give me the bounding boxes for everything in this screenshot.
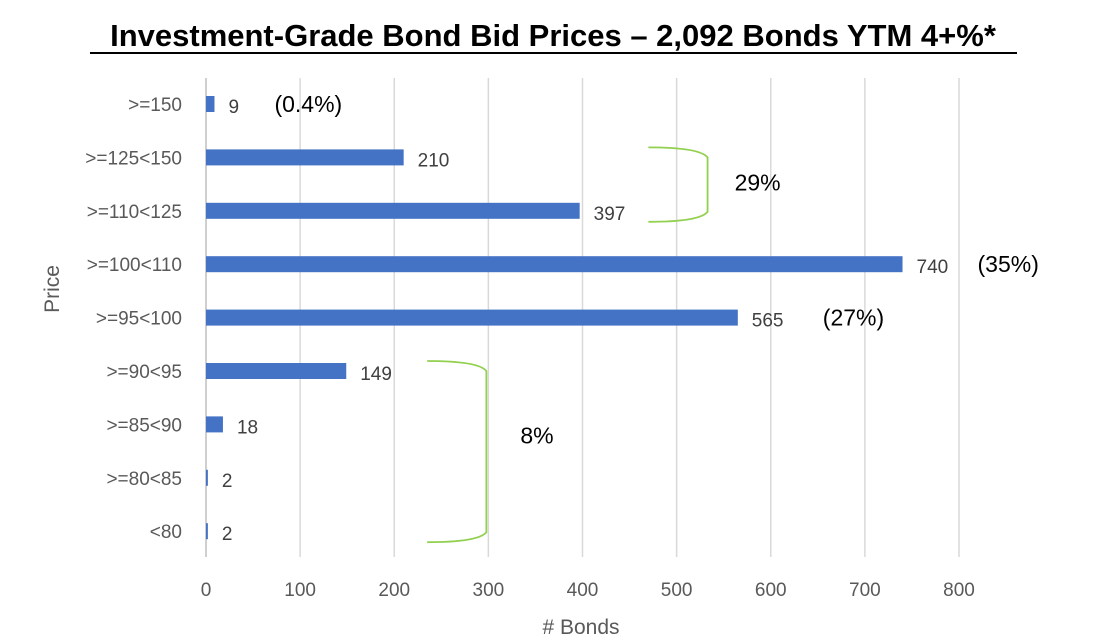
- bar: [206, 469, 208, 486]
- data-label: 740: [917, 257, 949, 278]
- percent-annotation: (0.4%): [274, 91, 342, 117]
- percent-annotation: (27%): [823, 305, 884, 331]
- x-tick-label: 300: [473, 580, 505, 601]
- chart-title: Investment-Grade Bond Bid Prices – 2,092…: [110, 18, 997, 53]
- y-tick-label: >=125<150: [85, 148, 182, 169]
- y-tick-label: >=150: [128, 95, 182, 116]
- y-tick-label: >=85<90: [106, 415, 182, 436]
- bracket-annotation: 8%: [520, 423, 553, 449]
- data-label: 2: [222, 471, 233, 492]
- y-axis-title: Price: [41, 265, 64, 313]
- bar: [206, 523, 208, 540]
- bar: [206, 96, 215, 112]
- bracket: [427, 360, 488, 544]
- data-label: 210: [418, 150, 450, 171]
- bracket: [648, 146, 709, 223]
- data-label: 9: [228, 97, 239, 118]
- data-label: 397: [594, 204, 626, 225]
- data-labels: 9 210 397 740 565 149 18 2 2: [222, 97, 948, 545]
- x-tick-label: 700: [849, 580, 881, 601]
- x-tick-label: 100: [284, 580, 316, 601]
- data-label: 565: [752, 311, 784, 332]
- data-label: 18: [237, 417, 258, 438]
- bar: [206, 256, 903, 273]
- y-tick-label: >=95<100: [96, 309, 182, 330]
- x-tick-label: 200: [378, 580, 410, 601]
- y-tick-label: >=90<95: [106, 362, 182, 383]
- x-tick-label: 500: [661, 580, 693, 601]
- y-tick-label: >=80<85: [106, 469, 182, 490]
- y-tick-label: <80: [150, 522, 182, 543]
- x-tick-label: 800: [943, 580, 975, 601]
- y-tick-label: >=110<125: [87, 202, 182, 223]
- bar: [206, 309, 738, 326]
- bar: [206, 363, 347, 379]
- percent-annotation: (35%): [978, 251, 1039, 277]
- y-tick-label: >=100<110: [87, 255, 182, 276]
- category-labels: >=150 >=125<150 >=110<125 >=100<110 >=95<100…: [85, 95, 182, 543]
- bracket-annotation: 29%: [735, 170, 781, 196]
- bars: [206, 96, 903, 540]
- bar: [206, 202, 580, 219]
- x-tick-label: 400: [567, 580, 599, 601]
- x-tick-label: 600: [755, 580, 787, 601]
- bar: [206, 149, 404, 166]
- data-label: 2: [222, 524, 233, 545]
- bar: [206, 416, 223, 433]
- data-label: 149: [360, 364, 392, 385]
- annotations: (0.4%) (35%) (27%) 29% 8%: [274, 91, 1039, 544]
- x-axis-title: # Bonds: [542, 616, 619, 639]
- x-tick-label: 0: [201, 580, 212, 601]
- x-tick-labels: 0 100 200 300 400 500 600 700 800: [201, 580, 975, 601]
